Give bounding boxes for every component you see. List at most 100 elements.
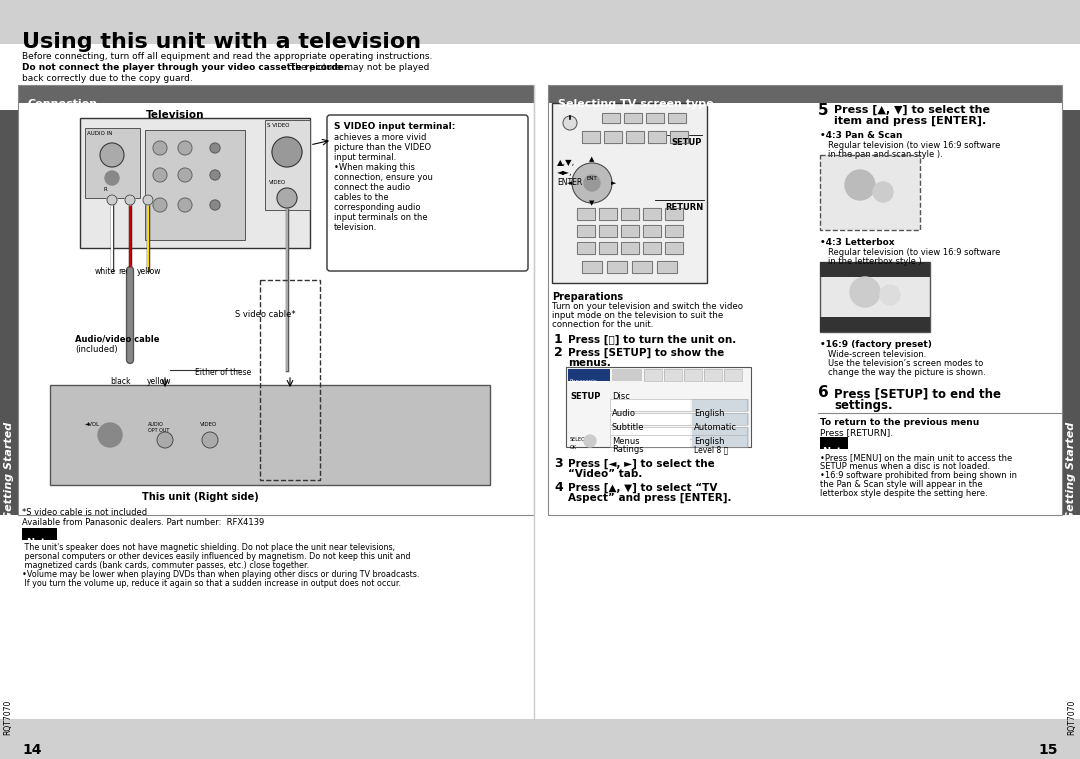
Text: •4:3 Letterbox: •4:3 Letterbox — [820, 238, 894, 247]
Circle shape — [210, 143, 220, 153]
Bar — [599, 208, 617, 220]
Text: ENTER: ENTER — [557, 178, 582, 187]
Text: magnetized cards (bank cards, commuter passes, etc.) close together.: magnetized cards (bank cards, commuter p… — [22, 561, 309, 570]
Bar — [621, 242, 639, 254]
Bar — [582, 131, 600, 143]
Bar — [599, 242, 617, 254]
Bar — [566, 367, 751, 447]
Bar — [820, 155, 920, 230]
Bar — [665, 208, 683, 220]
Text: 6: 6 — [818, 385, 828, 400]
Text: yellow: yellow — [137, 267, 162, 276]
Bar — [820, 155, 920, 230]
Text: Note: Note — [26, 538, 52, 548]
Text: Note: Note — [822, 447, 848, 457]
Bar — [692, 435, 750, 447]
Text: Television: Television — [146, 110, 204, 120]
Circle shape — [178, 198, 192, 212]
Bar — [85, 128, 140, 198]
Text: ◄►,: ◄►, — [557, 168, 572, 177]
Text: Press [◄, ►] to select the: Press [◄, ►] to select the — [568, 459, 715, 469]
Text: S VIDEO input terminal:: S VIDEO input terminal: — [334, 122, 456, 131]
Bar — [0, 110, 18, 515]
Text: •Press [MENU] on the main unit to access the: •Press [MENU] on the main unit to access… — [820, 453, 1012, 462]
Text: RQT7070: RQT7070 — [3, 700, 13, 735]
Circle shape — [845, 170, 875, 200]
Bar — [626, 131, 644, 143]
Text: S VIDEO: S VIDEO — [267, 123, 289, 128]
Text: VIDEO: VIDEO — [269, 180, 286, 185]
Text: cables to the: cables to the — [334, 193, 389, 202]
Bar — [145, 130, 245, 240]
Text: connection for the unit.: connection for the unit. — [552, 320, 653, 329]
Text: Regular television (to view 16:9 software: Regular television (to view 16:9 softwar… — [828, 248, 1000, 257]
Bar — [670, 131, 688, 143]
Bar — [692, 427, 750, 439]
Circle shape — [210, 200, 220, 210]
Text: Before connecting, turn off all equipment and read the appropriate operating ins: Before connecting, turn off all equipmen… — [22, 52, 432, 61]
Bar — [265, 120, 310, 210]
Text: Use the television’s screen modes to: Use the television’s screen modes to — [828, 359, 983, 368]
Bar — [665, 242, 683, 254]
Bar — [610, 427, 690, 439]
Bar — [80, 118, 310, 248]
Circle shape — [153, 198, 167, 212]
Text: connect the audio: connect the audio — [334, 183, 410, 192]
Text: in the letterbox style ).: in the letterbox style ). — [828, 257, 924, 266]
Circle shape — [584, 175, 600, 191]
Text: •Volume may be lower when playing DVDs than when playing other discs or during T: •Volume may be lower when playing DVDs t… — [22, 570, 419, 579]
Bar — [665, 225, 683, 237]
Text: Do not connect the player through your video cassette recorder.: Do not connect the player through your v… — [22, 63, 351, 72]
Circle shape — [100, 143, 124, 167]
Text: Disc: Disc — [612, 392, 630, 401]
Text: Subtitle: Subtitle — [612, 423, 645, 432]
Bar — [260, 280, 320, 480]
Circle shape — [572, 163, 612, 203]
Text: S video cable*: S video cable* — [235, 310, 296, 319]
Text: change the way the picture is shown.: change the way the picture is shown. — [828, 368, 986, 377]
Bar — [610, 413, 690, 425]
Bar — [552, 103, 707, 283]
Text: white: white — [95, 267, 117, 276]
Text: English: English — [694, 437, 725, 446]
Bar — [704, 369, 723, 381]
Text: Getting Started: Getting Started — [4, 422, 14, 520]
Text: •16:9 software prohibited from being shown in: •16:9 software prohibited from being sho… — [820, 471, 1017, 480]
Bar — [599, 242, 617, 254]
Text: 14: 14 — [22, 743, 41, 757]
Bar — [577, 208, 595, 220]
Text: the Pan & Scan style will appear in the: the Pan & Scan style will appear in the — [820, 480, 983, 489]
Bar — [602, 113, 620, 123]
Text: Press [▲, ▼] to select the: Press [▲, ▼] to select the — [834, 105, 990, 115]
Bar — [604, 131, 622, 143]
Bar — [643, 242, 661, 254]
Text: achieves a more vivid: achieves a more vivid — [334, 133, 427, 142]
Bar — [577, 242, 595, 254]
Circle shape — [272, 137, 302, 167]
Text: Press [SETUP] to show the: Press [SETUP] to show the — [568, 348, 725, 358]
Text: SETUP: SETUP — [672, 138, 702, 147]
Bar — [599, 225, 617, 237]
Bar — [18, 85, 534, 515]
Bar — [621, 225, 639, 237]
Text: RETURN: RETURN — [665, 203, 704, 212]
Text: “Video” tab.: “Video” tab. — [568, 469, 643, 479]
Circle shape — [880, 285, 900, 305]
Text: 2: 2 — [554, 346, 563, 359]
Text: ◄: ◄ — [567, 180, 572, 186]
Bar — [692, 413, 750, 425]
Text: 1: 1 — [554, 333, 563, 346]
Text: English: English — [694, 409, 725, 418]
Bar — [684, 369, 702, 381]
Text: SELECT: SELECT — [570, 437, 589, 442]
Bar — [643, 225, 661, 237]
Text: Regular television (to view 16:9 software: Regular television (to view 16:9 softwar… — [828, 141, 1000, 150]
Bar — [669, 113, 686, 123]
Bar — [566, 367, 751, 447]
Text: •When making this: •When making this — [334, 163, 415, 172]
Text: ►: ► — [611, 180, 617, 186]
Circle shape — [98, 423, 122, 447]
Bar — [582, 261, 602, 273]
Bar — [646, 113, 664, 123]
Text: ENT: ENT — [586, 177, 597, 181]
